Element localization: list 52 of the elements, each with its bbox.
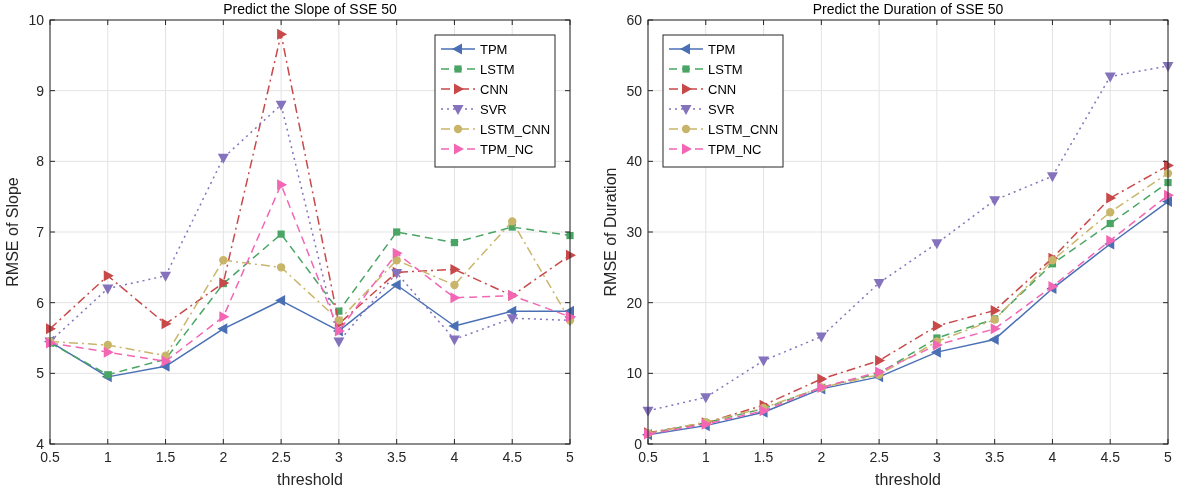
y-tick-label: 10 — [626, 365, 643, 382]
x-tick-label: 3.5 — [984, 449, 1005, 465]
legend-label: SVR — [708, 101, 735, 117]
legend-label: LSTM — [708, 61, 743, 77]
y-tick-label: 10 — [28, 11, 45, 28]
x-axis-title: threshold — [875, 471, 941, 488]
y-tick-label: 9 — [36, 82, 45, 99]
x-tick-label: 4.5 — [1100, 449, 1121, 465]
y-axis-title: RMSE of Slope — [4, 177, 21, 287]
y-tick-label: 5 — [36, 365, 45, 382]
x-tick-label: 5 — [566, 449, 575, 465]
legend-label: LSTM — [480, 61, 515, 77]
x-tick-label: 1.5 — [155, 449, 176, 465]
y-tick-label: 6 — [36, 294, 45, 311]
x-tick-label: 0.5 — [40, 449, 60, 465]
x-tick-label: 2 — [219, 449, 228, 465]
legend-label: CNN — [480, 81, 509, 97]
y-tick-label: 8 — [36, 153, 45, 170]
legend-label: SVR — [480, 101, 507, 117]
legend-label: TPM_NC — [480, 141, 534, 157]
x-tick-label: 2 — [817, 449, 826, 465]
x-axis-title: threshold — [277, 471, 343, 488]
x-tick-label: 5 — [1164, 449, 1173, 465]
chart-title: Predict the Duration of SSE 50 — [812, 1, 1004, 17]
y-tick-label: 40 — [626, 153, 643, 170]
y-tick-label: 0 — [634, 435, 643, 452]
x-tick-label: 2.5 — [869, 449, 890, 465]
x-tick-label: 3 — [334, 449, 343, 465]
x-tick-label: 4 — [450, 449, 459, 465]
legend-label: TPM — [708, 41, 736, 57]
x-tick-label: 3 — [932, 449, 941, 465]
y-tick-label: 50 — [626, 82, 643, 99]
legend-label: TPM_NC — [708, 141, 762, 157]
legend-label: TPM — [480, 41, 508, 57]
y-tick-label: 20 — [626, 294, 643, 311]
x-tick-label: 4 — [1048, 449, 1057, 465]
chart-title: Predict the Slope of SSE 50 — [223, 1, 397, 17]
x-tick-label: 1.5 — [753, 449, 774, 465]
x-tick-label: 1 — [701, 449, 710, 465]
legend-label: LSTM_CNN — [480, 121, 551, 137]
x-tick-label: 0.5 — [638, 449, 658, 465]
legend-label: CNN — [708, 81, 737, 97]
x-tick-label: 3.5 — [386, 449, 407, 465]
y-tick-label: 4 — [36, 435, 45, 452]
x-tick-label: 2.5 — [271, 449, 292, 465]
x-tick-label: 1 — [103, 449, 112, 465]
y-tick-label: 30 — [626, 223, 643, 240]
y-tick-label: 60 — [626, 11, 643, 28]
legend-label: LSTM_CNN — [708, 121, 779, 137]
y-axis-title: RMSE of Duration — [602, 167, 619, 297]
x-tick-label: 4.5 — [502, 449, 523, 465]
y-tick-label: 7 — [36, 223, 45, 240]
